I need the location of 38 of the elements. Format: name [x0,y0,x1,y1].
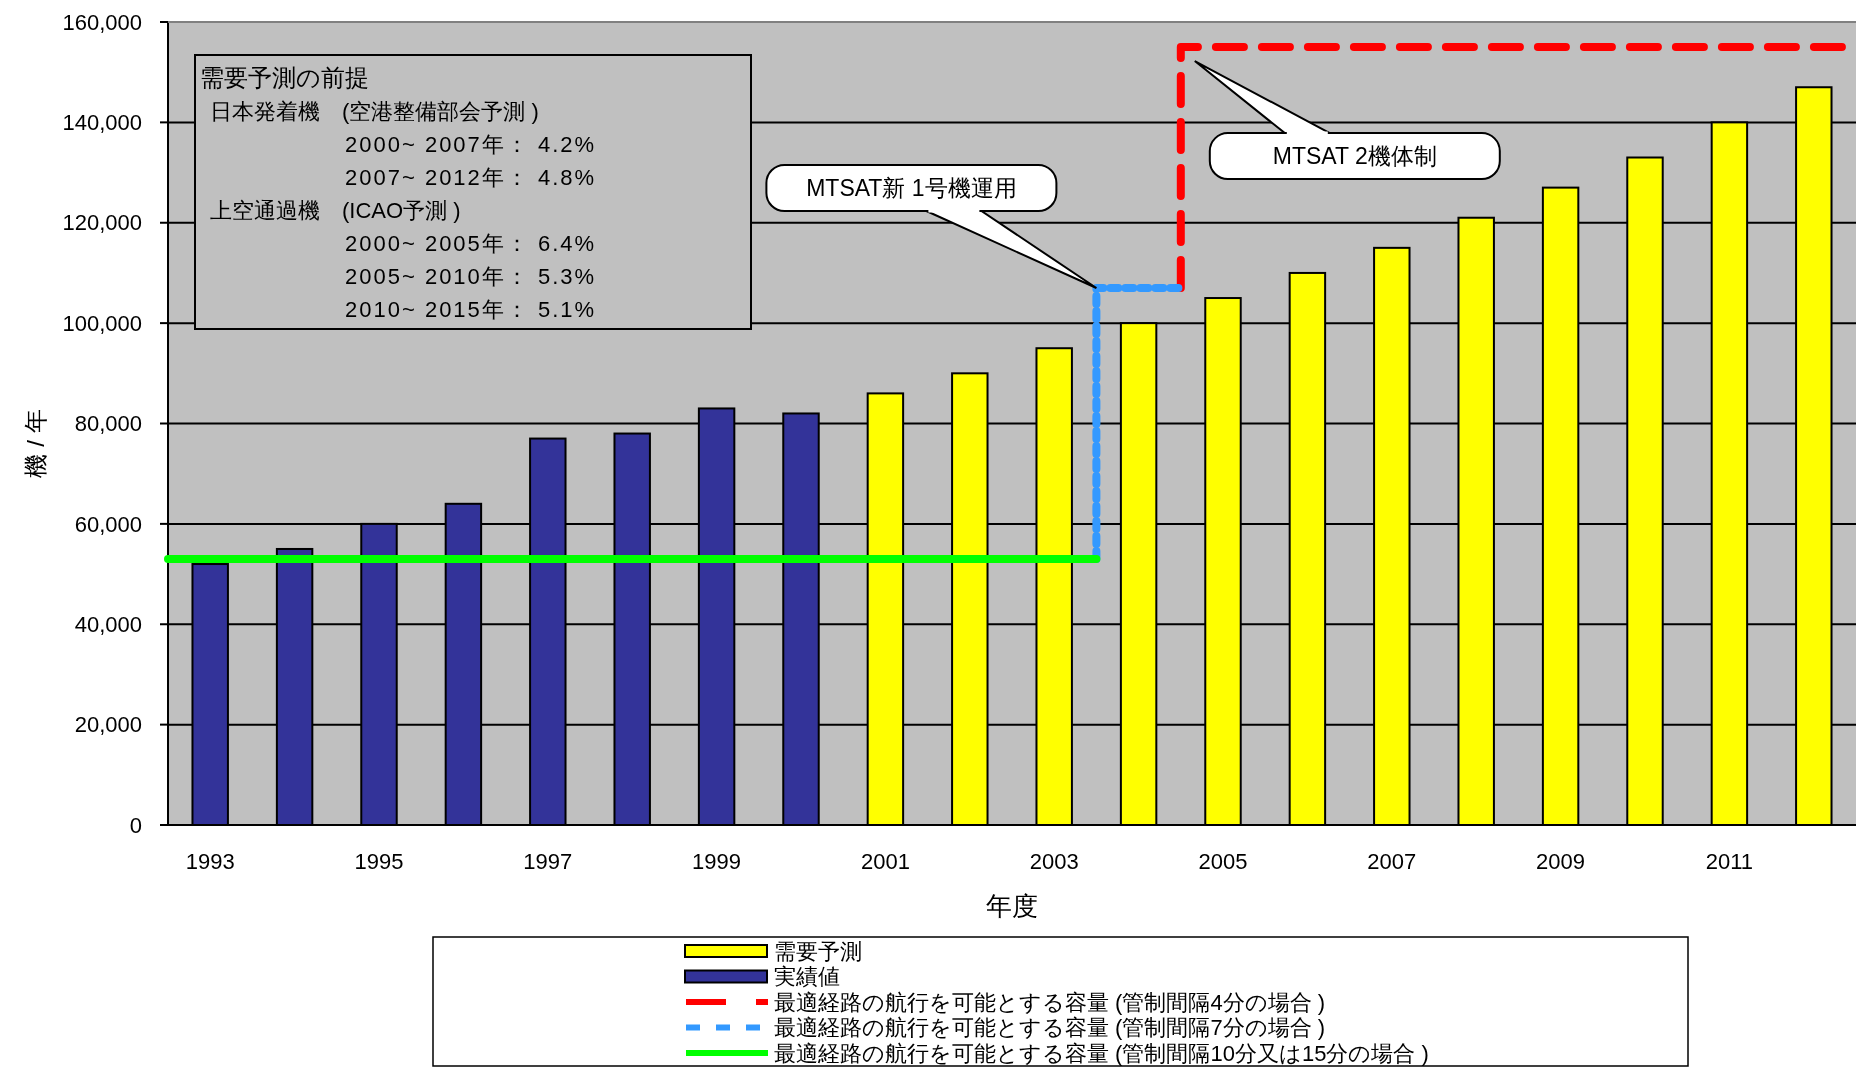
x-tick-label: 2001 [860,849,910,874]
annotation: 2005~ 2010年： 5.3% [345,264,597,289]
annotation: MTSAT新 1号機運用 [806,175,1017,202]
y-tick-label: 40,000 [74,611,142,637]
legend-label: 実績値 [774,964,840,990]
legend-label: 需要予測 [774,938,862,964]
x-axis-title: 年度 [986,891,1038,921]
y-tick-label: 60,000 [74,511,142,537]
annotation: 2000~ 2007年： 4.2% [345,132,597,157]
y-axis-title: 機 / 年 [22,409,49,478]
y-tick-label: 160,000 [62,9,142,35]
x-tick-label: 1999 [692,849,742,874]
y-tick-label: 120,000 [62,210,142,236]
y-tick-label: 20,000 [74,712,142,738]
x-tick-label: 2007 [1367,849,1417,874]
speech-bubble: MTSAT 2機体制 [1193,60,1501,181]
annotation: 2000~ 2005年： 6.4% [345,231,597,256]
annotation: MTSAT 2機体制 [1272,143,1437,170]
x-tick-label: 2009 [1536,849,1586,874]
x-tick-label: 1993 [185,849,235,874]
x-tick-label: 2005 [1198,849,1248,874]
annotation: 2010~ 2015年： 5.1% [345,297,597,322]
y-tick-label: 140,000 [62,110,142,136]
y-tick-label: 0 [129,812,142,838]
annotation: 上空通過機 (ICAO予測 ) [210,198,461,223]
speech-bubble: MTSAT新 1号機運用 [765,164,1098,289]
annotation: 日本発着機 (空港整備部会予測 ) [210,99,539,124]
x-tick-label: 1997 [523,849,573,874]
y-tick-label: 80,000 [74,411,142,437]
annotation: 2007~ 2012年： 4.8% [345,165,597,190]
legend-label: 最適経路の航行を可能とする容量 (管制間隔4分の場合 ) [774,989,1326,1015]
y-tick-label: 100,000 [62,310,142,336]
x-tick-label: 2011 [1705,849,1754,874]
x-tick-label: 1995 [354,849,404,874]
legend-label: 最適経路の航行を可能とする容量 (管制間隔7分の場合 ) [774,1015,1326,1041]
annotation: 需要予測の前提 [200,64,369,91]
x-tick-label: 2003 [1029,849,1079,874]
legend-label: 最適経路の航行を可能とする容量 (管制間隔10分又は15分の場合 ) [774,1040,1429,1066]
